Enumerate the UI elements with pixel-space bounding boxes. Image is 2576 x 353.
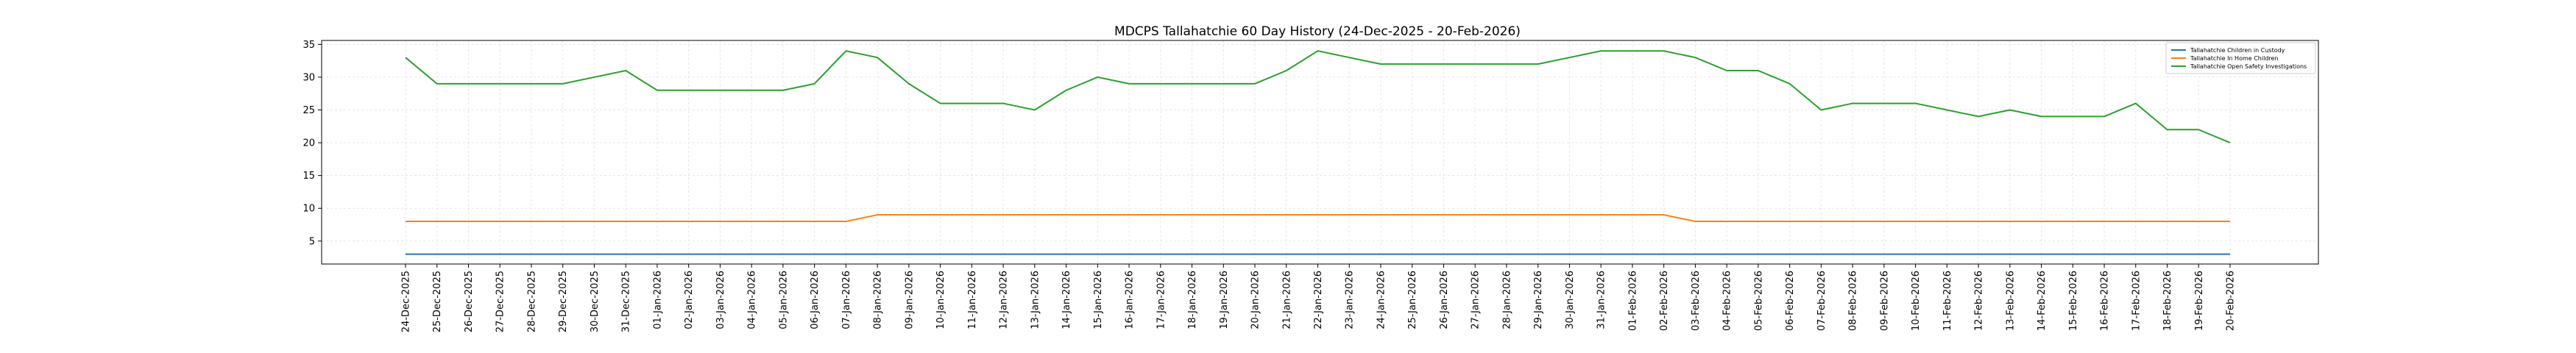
x-tick-label: 24-Dec-2025 xyxy=(401,271,412,332)
x-tick-label: 11-Feb-2026 xyxy=(1942,271,1953,331)
x-tick-label: 05-Feb-2026 xyxy=(1753,271,1764,331)
x-tick-label: 15-Jan-2026 xyxy=(1093,271,1104,329)
axis-layer: 5 10 15 20 25 30 35 24-Dec-2025 25-Dec-2025 26-De… xyxy=(302,40,2236,332)
x-tick-label: 14-Jan-2026 xyxy=(1061,271,1072,329)
x-tick-label: 20-Feb-2026 xyxy=(2226,271,2237,331)
x-tick-label: 19-Jan-2026 xyxy=(1219,271,1230,329)
x-tick-label: 16-Feb-2026 xyxy=(2100,271,2111,331)
plot-frame xyxy=(321,40,2319,265)
series-line-1 xyxy=(406,214,2230,223)
x-tick-label: 26-Dec-2025 xyxy=(464,271,475,332)
grid-layer xyxy=(322,40,2318,264)
x-tick-label: 29-Dec-2025 xyxy=(558,271,569,332)
x-tick-label: 08-Feb-2026 xyxy=(1848,271,1859,331)
x-tick-label: 28-Dec-2025 xyxy=(526,271,537,332)
y-tick-label: 15 xyxy=(302,171,315,182)
y-tick-label: 5 xyxy=(309,236,315,247)
x-tick-label: 14-Feb-2026 xyxy=(2037,271,2048,331)
x-tick-label: 10-Feb-2026 xyxy=(1911,271,1922,331)
x-tick-label: 17-Jan-2026 xyxy=(1156,271,1167,329)
x-tick-label: 06-Feb-2026 xyxy=(1785,271,1796,331)
x-tick-label: 12-Jan-2026 xyxy=(999,271,1010,329)
y-tick-label: 10 xyxy=(302,204,315,215)
x-tick-label: 29-Jan-2026 xyxy=(1533,271,1544,329)
x-tick-label: 06-Jan-2026 xyxy=(810,271,821,329)
series-line-2 xyxy=(405,50,2231,143)
y-tick-label: 25 xyxy=(302,105,315,116)
x-tick-label: 27-Dec-2025 xyxy=(495,271,506,332)
x-tick-label: 03-Jan-2026 xyxy=(715,271,726,329)
x-tick-label: 16-Jan-2026 xyxy=(1125,271,1136,329)
x-tick-label: 02-Jan-2026 xyxy=(684,271,695,329)
x-tick-label: 09-Jan-2026 xyxy=(904,271,915,329)
x-tick-label: 04-Feb-2026 xyxy=(1722,271,1733,331)
x-tick-label: 03-Feb-2026 xyxy=(1691,271,1702,331)
x-tick-label: 31-Jan-2026 xyxy=(1596,271,1607,329)
chart-title: MDCPS Tallahatchie 60 Day History (24-De… xyxy=(1114,24,1521,39)
legend-label-1: Tallahatchie In Home Children xyxy=(2190,55,2279,62)
x-tick-label: 13-Jan-2026 xyxy=(1030,271,1041,329)
legend: Tallahatchie Children in CustodyTallahat… xyxy=(2165,42,2316,74)
x-tick-label: 09-Feb-2026 xyxy=(1879,271,1890,331)
legend-label-0: Tallahatchie Children in Custody xyxy=(2190,47,2285,54)
x-tick-label: 26-Jan-2026 xyxy=(1439,271,1450,329)
x-tick-label: 04-Jan-2026 xyxy=(747,271,758,329)
x-tick-label: 08-Jan-2026 xyxy=(873,271,884,329)
x-tick-label: 27-Jan-2026 xyxy=(1471,271,1482,329)
y-tick-label: 35 xyxy=(302,40,315,51)
x-tick-label: 13-Feb-2026 xyxy=(2005,271,2016,331)
x-tick-label: 10-Jan-2026 xyxy=(935,271,946,329)
x-tick-label: 22-Jan-2026 xyxy=(1313,271,1324,329)
x-tick-label: 31-Dec-2025 xyxy=(621,271,632,332)
x-tick-label: 01-Feb-2026 xyxy=(1627,271,1638,331)
x-tick-label: 30-Dec-2025 xyxy=(590,271,601,332)
x-tick-label: 21-Jan-2026 xyxy=(1281,271,1292,329)
x-tick-label: 30-Jan-2026 xyxy=(1565,271,1576,329)
x-tick-label: 24-Jan-2026 xyxy=(1376,271,1387,329)
x-tick-label: 20-Jan-2026 xyxy=(1250,271,1262,329)
y-tick-label: 30 xyxy=(302,72,315,83)
x-tick-label: 15-Feb-2026 xyxy=(2068,271,2079,331)
x-tick-label: 12-Feb-2026 xyxy=(1974,271,1985,331)
x-tick-label: 18-Jan-2026 xyxy=(1187,271,1198,329)
legend-frame xyxy=(2165,42,2316,74)
x-tick-label: 25-Jan-2026 xyxy=(1407,271,1418,329)
x-tick-label: 07-Feb-2026 xyxy=(1816,271,1827,331)
x-tick-label: 28-Jan-2026 xyxy=(1501,271,1512,329)
x-tick-label: 02-Feb-2026 xyxy=(1659,271,1670,331)
x-tick-label: 01-Jan-2026 xyxy=(652,271,663,329)
x-tick-label: 17-Feb-2026 xyxy=(2131,271,2142,331)
x-tick-label: 07-Jan-2026 xyxy=(841,271,852,329)
x-tick-label: 11-Jan-2026 xyxy=(967,271,978,329)
y-tick-label: 20 xyxy=(302,138,315,149)
legend-label-2: Tallahatchie Open Safety Investigations xyxy=(2190,63,2307,70)
series-layer xyxy=(405,50,2231,255)
x-tick-label: 25-Dec-2025 xyxy=(432,271,443,332)
x-tick-label: 18-Feb-2026 xyxy=(2162,271,2173,331)
x-tick-label: 05-Jan-2026 xyxy=(778,271,789,329)
x-tick-label: 19-Feb-2026 xyxy=(2194,271,2205,331)
x-tick-label: 23-Jan-2026 xyxy=(1345,271,1356,329)
